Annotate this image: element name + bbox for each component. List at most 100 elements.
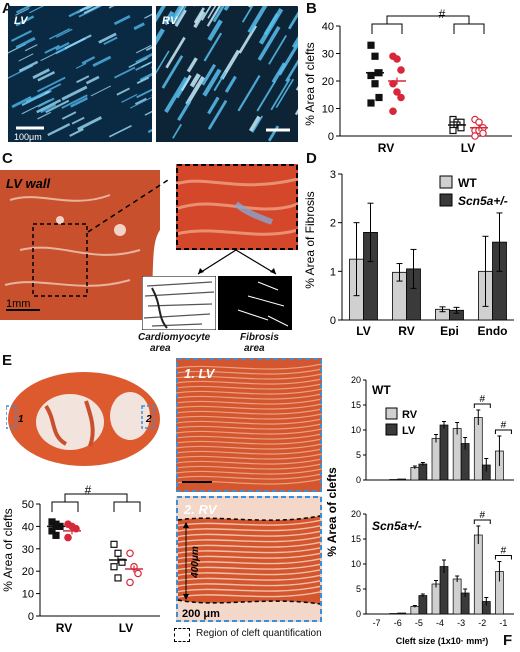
data-point [389,107,397,116]
muscle-fiber [71,116,85,125]
myocyte-strand [176,590,322,599]
muscle-fiber [136,88,152,99]
myocyte-strand [176,373,322,380]
y-tick-label: 1 [330,266,336,278]
region-legend-label: Region of cleft quantification [196,628,322,639]
muscle-fiber [103,36,118,46]
rv-histology-title: 2. RV [183,502,218,517]
sig-bracket [51,501,79,512]
muscle-fiber [207,96,220,115]
data-point [371,80,379,88]
scale-label: 200 μm [182,608,220,620]
y-tick-label: 20 [22,566,34,578]
data-point [393,88,401,96]
bar [418,463,428,481]
muscle-fiber [135,53,152,64]
data-point [52,531,60,539]
myocyte-strand [176,453,322,460]
scale-bar-label: 1mm [6,298,30,310]
muscle-fiber [193,10,206,29]
myocyte-strand [176,473,322,480]
lv-wall-section-image: LV wall 1mm [0,170,160,320]
muscle-fiber [193,7,205,24]
x-tick-label: -6 [394,618,402,628]
panel-f-label: F [503,632,513,649]
muscle-fiber [256,80,276,112]
muscle-fiber [213,72,227,92]
muscle-fiber [18,60,39,73]
myocyte-strand [176,557,322,566]
bar [439,424,449,481]
myocyte-strand [176,418,322,425]
muscle-fiber [83,6,101,15]
legend-label-scn: Scn5a+/- [458,194,508,208]
muscle-fiber [61,85,88,101]
sig-bracket [494,555,512,560]
bar [389,613,399,615]
cardiomyocyte-area-label-line2: area [150,343,171,354]
myocyte-strand [176,568,322,577]
significance-marker: # [480,394,486,405]
bar [473,417,483,481]
myocyte-strand [176,393,322,400]
data-point [134,569,142,578]
panel-d-chart: % Area of Fibrosis 0 1 2 3 LV RV Epi Endo WT Scn5… [303,169,514,336]
y-axis-label: % Area of Fibrosis [303,191,317,288]
data-point [110,563,118,571]
muscle-fiber [90,85,112,97]
muscle-fiber [11,96,32,109]
muscle-fiber [81,56,96,65]
myocyte-strand [176,579,322,588]
muscle-fiber [207,6,217,19]
bar [418,595,428,615]
sig-bracket [113,501,141,512]
muscle-fiber [22,92,46,106]
muscle-fiber [156,6,167,23]
muscle-fiber [238,25,258,54]
muscle-fiber [278,42,298,76]
data-point [114,574,122,582]
y-tick-label: 50 [22,499,34,511]
x-tick-label: RV [56,621,72,635]
x-tick-label: -3 [457,618,465,628]
myocyte-strand [176,574,322,582]
scn-subplot-title: Scn5a+/- [372,519,422,533]
wt-subplot-title: WT [372,383,391,397]
muscle-fiber [77,116,103,131]
muscle-fiber [121,93,138,103]
data-point [479,129,487,138]
muscle-fiber [291,36,298,49]
muscle-fiber [79,6,93,12]
myocyte-strand [176,388,322,395]
muscle-fiber [202,68,222,97]
bar [410,467,420,481]
data-point [397,66,405,74]
data-point [48,527,56,535]
fibrosis-area-label-line1: Fibrosis [240,332,279,343]
muscle-fiber [61,94,88,109]
muscle-fiber [116,87,130,96]
muscle-fiber [15,15,35,27]
muscle-fiber [212,6,225,23]
myocyte-strand [176,363,322,370]
sig-bracket [386,15,470,24]
muscle-fiber [207,19,223,42]
muscle-fiber [29,6,45,14]
panel-a-label: A [2,0,13,17]
y-tick-label: 2 [330,218,336,230]
myocyte-strand [176,428,322,435]
muscle-fiber [164,76,189,113]
muscle-fiber [251,115,264,133]
muscle-fiber [201,63,217,86]
myocyte-strand [176,530,322,538]
muscle-fiber [189,73,201,88]
muscle-fiber [237,75,261,112]
data-point [126,549,134,558]
muscle-fiber [113,15,131,26]
bar [439,566,449,615]
myocyte-strand [176,413,322,420]
muscle-fiber [169,6,184,24]
data-point [118,558,126,566]
muscle-fiber [15,7,30,16]
muscle-fiber [45,99,70,114]
